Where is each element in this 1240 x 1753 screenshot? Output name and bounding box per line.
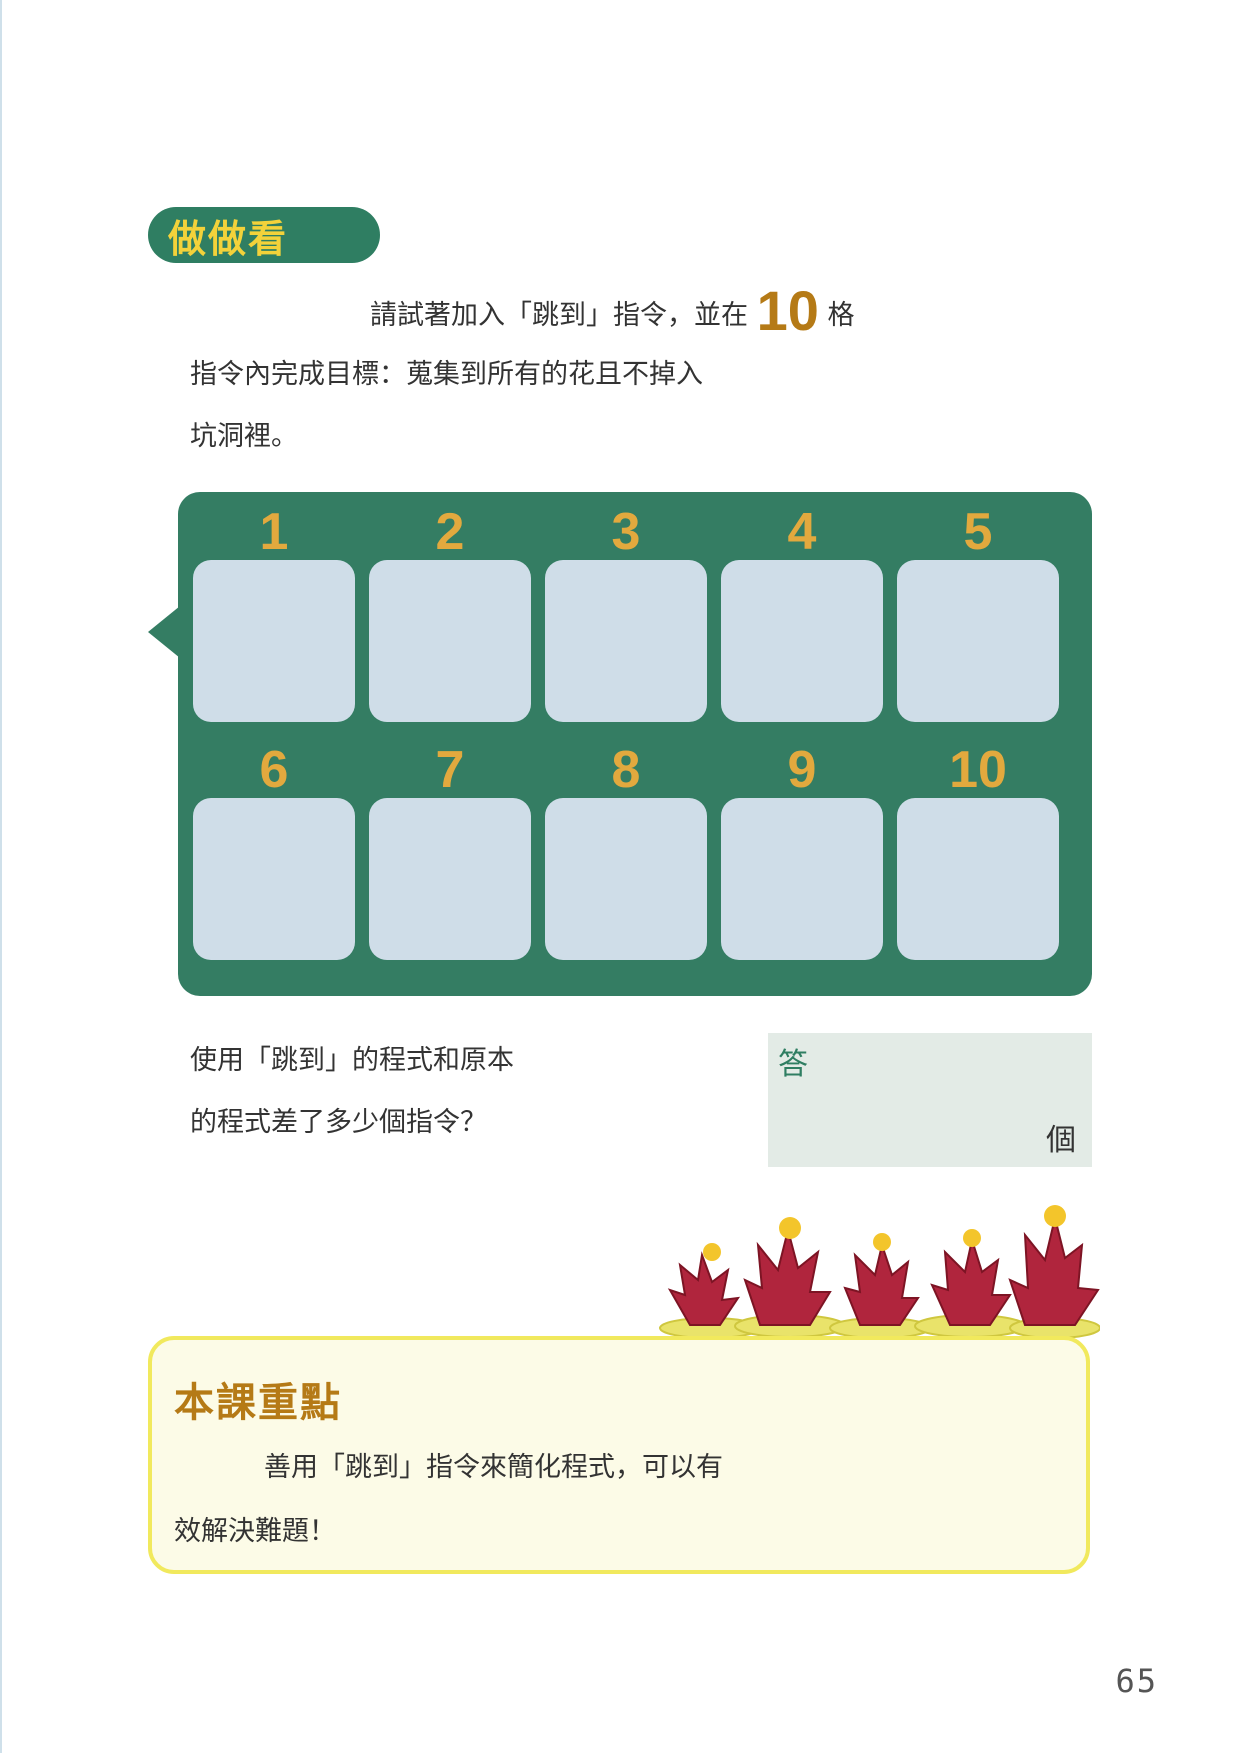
cell-number-8: 8	[611, 741, 641, 799]
key-point-box: 本課重點 善用「跳到」指令來簡化程式，可以有 效解決難題！	[148, 1336, 1090, 1574]
section-title: 做做看	[168, 216, 289, 261]
cell-number-4: 4	[787, 503, 817, 561]
question-line-1: 使用「跳到」的程式和原本	[190, 1045, 514, 1076]
flower-petals	[667, 1217, 1100, 1326]
command-slot-3[interactable]	[545, 560, 707, 722]
cell-number-10: 10	[949, 741, 1007, 799]
page-number: 65	[1115, 1662, 1158, 1700]
command-slot-10[interactable]	[897, 798, 1059, 960]
cell-number-5: 5	[963, 503, 993, 561]
page-edge-line	[0, 0, 2, 1753]
key-point-title: 本課重點	[174, 1380, 342, 1426]
command-slot-7[interactable]	[369, 798, 531, 960]
question-line-2: 的程式差了多少個指令？	[190, 1107, 487, 1138]
instruction-line-1: 請試著加入「跳到」指令，並在 10 格	[190, 280, 1090, 347]
answer-label: 答	[778, 1047, 808, 1082]
highlight-number: 10	[756, 279, 819, 342]
cell-number-7: 7	[435, 741, 465, 799]
board-pointer	[148, 606, 180, 658]
command-slot-9[interactable]	[721, 798, 883, 960]
instruction-line-3: 坑洞裡。	[190, 421, 298, 452]
cell-number-1: 1	[259, 503, 289, 561]
instruction-text-a: 請試著加入「跳到」指令，並在	[370, 300, 748, 331]
flower-decoration	[659, 1205, 1100, 1339]
flower-buds	[703, 1205, 1066, 1261]
instruction-text-b: 格	[827, 300, 855, 331]
command-slot-4[interactable]	[721, 560, 883, 722]
cell-number-2: 2	[435, 503, 465, 561]
cell-number-9: 9	[787, 741, 817, 799]
answer-box[interactable]: 答 個	[768, 1033, 1092, 1167]
key-point-line-2: 效解決難題！	[174, 1516, 336, 1547]
cell-number-6: 6	[259, 741, 289, 799]
command-slot-1[interactable]	[193, 560, 355, 722]
instruction-line-2: 指令內完成目標：蒐集到所有的花且不掉入	[190, 359, 703, 390]
section-title-pill: 做做看	[148, 207, 380, 263]
key-point-text: 善用「跳到」指令來簡化程式，可以有 效解決難題！	[174, 1436, 723, 1564]
key-point-line-1: 善用「跳到」指令來簡化程式，可以有	[264, 1452, 723, 1483]
cell-number-3: 3	[611, 503, 641, 561]
command-grid-board: 1 2 3 4 5 6 7 8 9 10	[178, 492, 1092, 996]
command-slot-2[interactable]	[369, 560, 531, 722]
command-slot-5[interactable]	[897, 560, 1059, 722]
command-slot-8[interactable]	[545, 798, 707, 960]
answer-unit: 個	[1046, 1123, 1076, 1158]
command-slot-6[interactable]	[193, 798, 355, 960]
